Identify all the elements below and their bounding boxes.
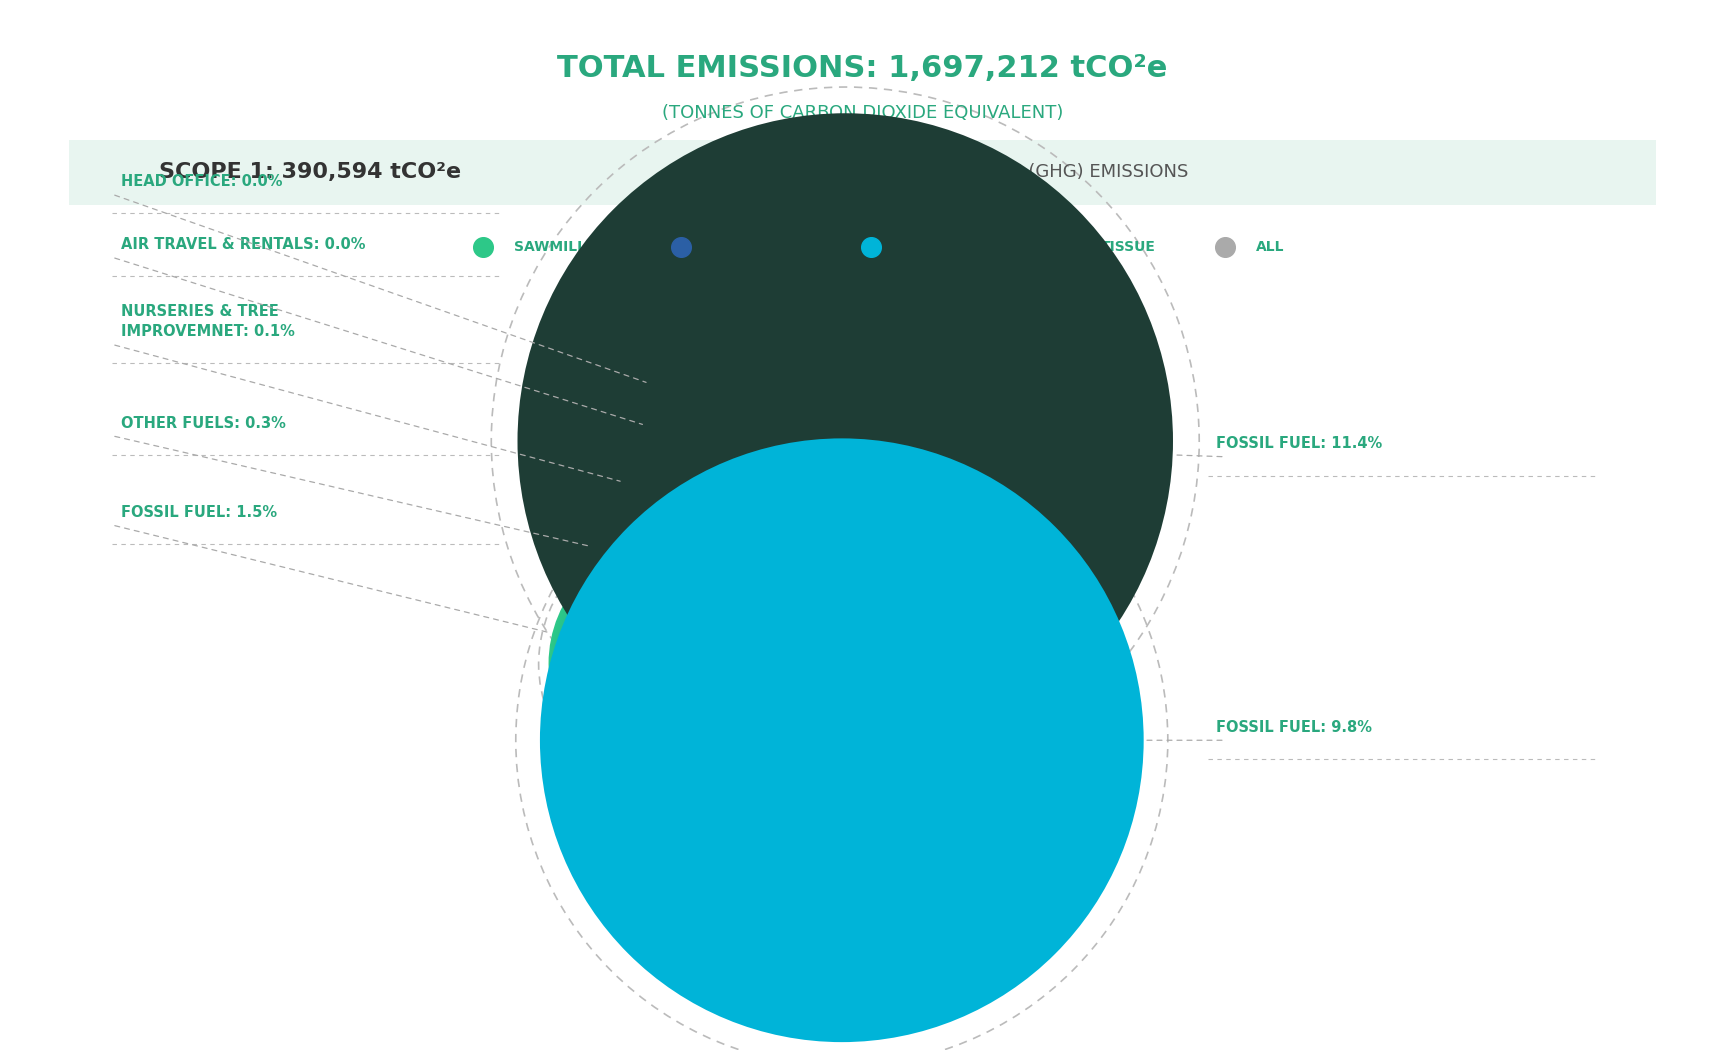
- Ellipse shape: [559, 550, 787, 777]
- Ellipse shape: [630, 621, 716, 707]
- Ellipse shape: [561, 552, 785, 775]
- FancyBboxPatch shape: [69, 140, 1656, 205]
- Ellipse shape: [635, 627, 711, 700]
- Ellipse shape: [552, 544, 794, 783]
- Ellipse shape: [628, 618, 718, 709]
- Ellipse shape: [581, 572, 764, 755]
- Ellipse shape: [618, 608, 728, 719]
- Point: [469, 238, 497, 255]
- Ellipse shape: [562, 554, 783, 773]
- Ellipse shape: [604, 595, 742, 732]
- Ellipse shape: [602, 593, 743, 734]
- Ellipse shape: [550, 542, 795, 785]
- Text: ALL DIRECT GREENHOUSE GAS (GHG) EMISSIONS: ALL DIRECT GREENHOUSE GAS (GHG) EMISSION…: [743, 163, 1189, 182]
- Ellipse shape: [555, 546, 790, 781]
- Ellipse shape: [669, 659, 676, 668]
- Ellipse shape: [571, 562, 775, 765]
- Ellipse shape: [640, 630, 706, 697]
- Ellipse shape: [586, 576, 759, 751]
- Ellipse shape: [642, 632, 704, 695]
- Ellipse shape: [619, 610, 726, 717]
- Text: ALL: ALL: [1256, 239, 1285, 254]
- Ellipse shape: [623, 614, 723, 713]
- Ellipse shape: [597, 587, 749, 740]
- Ellipse shape: [588, 579, 757, 749]
- Ellipse shape: [656, 647, 690, 680]
- Ellipse shape: [518, 113, 1173, 769]
- Ellipse shape: [652, 643, 693, 685]
- Text: FOSSIL FUEL: 9.8%: FOSSIL FUEL: 9.8%: [1216, 720, 1371, 735]
- Ellipse shape: [583, 574, 762, 753]
- Ellipse shape: [643, 634, 702, 693]
- Text: NURSERIES & TREE
IMPROVEMNET: 0.1%: NURSERIES & TREE IMPROVEMNET: 0.1%: [121, 304, 295, 339]
- Ellipse shape: [624, 616, 721, 711]
- Ellipse shape: [611, 602, 735, 726]
- Ellipse shape: [631, 623, 714, 705]
- Ellipse shape: [659, 649, 687, 678]
- Point: [1211, 238, 1239, 255]
- Ellipse shape: [647, 362, 709, 425]
- Ellipse shape: [638, 628, 707, 699]
- Text: TOTAL EMISSIONS: 1,697,212 tCO²e: TOTAL EMISSIONS: 1,697,212 tCO²e: [557, 54, 1168, 83]
- Text: TISSUE: TISSUE: [1101, 239, 1156, 254]
- Ellipse shape: [549, 540, 797, 788]
- Ellipse shape: [654, 645, 692, 683]
- Ellipse shape: [590, 581, 756, 747]
- Ellipse shape: [578, 568, 768, 759]
- Text: WOODLANDS: WOODLANDS: [712, 239, 816, 254]
- Ellipse shape: [592, 583, 754, 744]
- Ellipse shape: [645, 636, 700, 691]
- Text: FOSSIL FUEL: 1.5%: FOSSIL FUEL: 1.5%: [121, 505, 278, 520]
- Ellipse shape: [607, 597, 738, 730]
- Ellipse shape: [661, 651, 685, 676]
- Text: (TONNES OF CARBON DIOXIDE EQUIVALENT): (TONNES OF CARBON DIOXIDE EQUIVALENT): [662, 104, 1063, 123]
- Ellipse shape: [569, 560, 776, 768]
- Text: SAWMILLS: SAWMILLS: [514, 239, 597, 254]
- Ellipse shape: [609, 600, 737, 728]
- Ellipse shape: [576, 566, 769, 761]
- Ellipse shape: [633, 625, 712, 702]
- Point: [857, 238, 885, 255]
- Point: [668, 238, 695, 255]
- Ellipse shape: [557, 548, 788, 779]
- Ellipse shape: [540, 439, 1144, 1042]
- Ellipse shape: [671, 662, 674, 666]
- Ellipse shape: [614, 606, 731, 721]
- Ellipse shape: [568, 558, 778, 770]
- Ellipse shape: [621, 612, 724, 715]
- Text: AIR TRAVEL & RENTALS: 0.0%: AIR TRAVEL & RENTALS: 0.0%: [121, 237, 366, 252]
- Ellipse shape: [612, 604, 733, 723]
- Ellipse shape: [566, 555, 780, 772]
- Text: HEAD OFFICE: 0.0%: HEAD OFFICE: 0.0%: [121, 174, 283, 189]
- Ellipse shape: [649, 638, 697, 689]
- Ellipse shape: [621, 444, 724, 547]
- Ellipse shape: [600, 591, 745, 736]
- Ellipse shape: [643, 401, 712, 470]
- Ellipse shape: [580, 570, 766, 757]
- Ellipse shape: [593, 585, 752, 742]
- Text: FOSSIL FUEL: 11.4%: FOSSIL FUEL: 11.4%: [1216, 437, 1382, 451]
- Text: SCOPE 1: 390,594 tCO²e: SCOPE 1: 390,594 tCO²e: [159, 162, 462, 183]
- Text: PULP AND PAPER: PULP AND PAPER: [902, 239, 1037, 254]
- Ellipse shape: [666, 657, 680, 670]
- Ellipse shape: [650, 640, 695, 687]
- Ellipse shape: [662, 653, 683, 674]
- Ellipse shape: [599, 589, 747, 738]
- Point: [1056, 238, 1083, 255]
- Ellipse shape: [590, 485, 749, 645]
- Ellipse shape: [573, 564, 773, 763]
- Ellipse shape: [664, 655, 681, 672]
- Text: OTHER FUELS: 0.3%: OTHER FUELS: 0.3%: [121, 416, 286, 430]
